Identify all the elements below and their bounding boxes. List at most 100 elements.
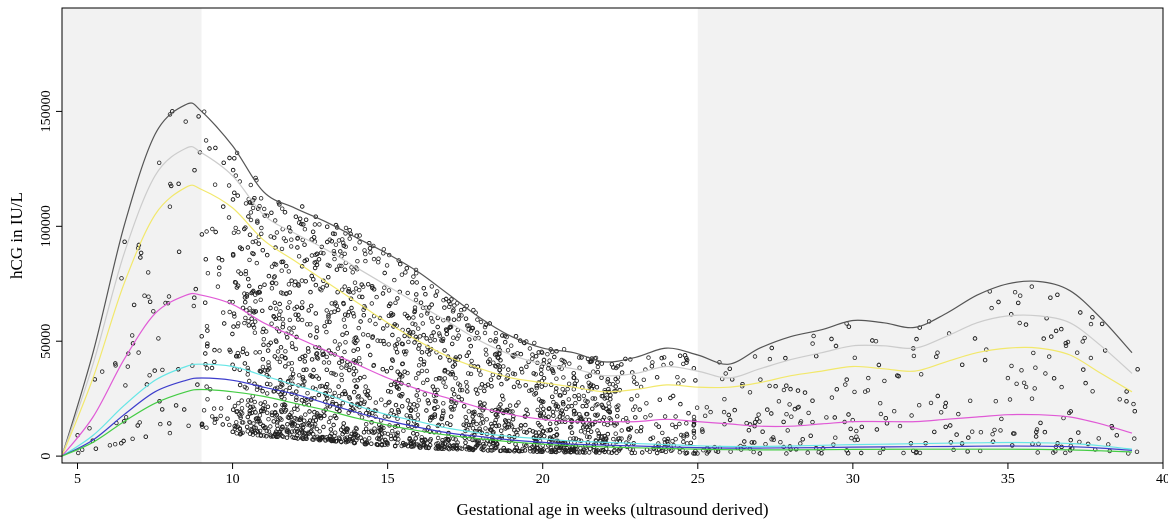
scatter-point bbox=[1135, 367, 1140, 372]
scatter-point bbox=[468, 371, 474, 377]
scatter-point bbox=[756, 412, 761, 417]
scatter-point bbox=[376, 260, 381, 265]
scatter-point bbox=[1132, 409, 1137, 414]
scatter-point bbox=[993, 399, 998, 404]
scatter-point bbox=[262, 400, 268, 405]
scatter-point bbox=[567, 436, 573, 441]
scatter-point bbox=[293, 214, 299, 219]
scatter-point bbox=[769, 345, 774, 351]
scatter-point bbox=[402, 333, 407, 339]
scatter-point bbox=[470, 325, 475, 331]
scatter-point bbox=[606, 450, 612, 455]
scatter-point bbox=[353, 265, 359, 270]
scatter-point bbox=[805, 450, 810, 455]
scatter-point bbox=[217, 348, 222, 353]
scatter-point bbox=[151, 309, 156, 314]
scatter-point bbox=[294, 395, 299, 400]
scatter-point bbox=[693, 378, 698, 383]
scatter-point bbox=[781, 387, 787, 393]
scatter-point bbox=[595, 402, 600, 407]
scatter-point bbox=[577, 415, 582, 420]
scatter-point bbox=[290, 376, 295, 381]
scatter-point bbox=[246, 214, 251, 219]
scatter-point bbox=[518, 423, 524, 428]
scatter-point bbox=[562, 359, 567, 365]
scatter-point bbox=[769, 411, 774, 416]
scatter-point bbox=[341, 300, 346, 306]
scatter-point bbox=[195, 382, 200, 387]
scatter-point bbox=[855, 437, 860, 442]
scatter-point bbox=[802, 390, 808, 395]
scatter-point bbox=[806, 410, 811, 416]
scatter-point bbox=[439, 416, 444, 422]
x-tick-label: 10 bbox=[226, 472, 240, 487]
scatter-point bbox=[250, 239, 255, 245]
scatter-point bbox=[551, 399, 556, 405]
scatter-point bbox=[379, 442, 385, 448]
scatter-point bbox=[202, 300, 208, 305]
scatter-point bbox=[337, 408, 342, 414]
scatter-point bbox=[1033, 365, 1038, 370]
scatter-point bbox=[346, 368, 352, 373]
scatter-point bbox=[539, 399, 544, 404]
scatter-point bbox=[478, 421, 483, 426]
scatter-point bbox=[396, 409, 401, 415]
scatter-point bbox=[546, 406, 551, 412]
scatter-point bbox=[846, 412, 851, 417]
scatter-point bbox=[584, 374, 590, 379]
scatter-point bbox=[333, 439, 338, 444]
scatter-point bbox=[1055, 292, 1060, 297]
scatter-point bbox=[1017, 320, 1022, 326]
scatter-point bbox=[363, 251, 368, 257]
scatter-point bbox=[422, 359, 427, 364]
scatter-point bbox=[332, 231, 338, 237]
scatter-point bbox=[443, 437, 448, 442]
scatter-point bbox=[309, 273, 314, 279]
scatter-point bbox=[432, 412, 438, 417]
scatter-point bbox=[619, 370, 625, 375]
scatter-point bbox=[251, 425, 257, 430]
scatter-point bbox=[236, 229, 241, 235]
scatter-point bbox=[810, 341, 815, 346]
scatter-point bbox=[147, 299, 153, 304]
scatter-point bbox=[402, 311, 408, 317]
scatter-point bbox=[474, 421, 479, 427]
scatter-point bbox=[673, 437, 678, 442]
scatter-point bbox=[352, 280, 358, 285]
scatter-point bbox=[601, 448, 606, 453]
scatter-point bbox=[639, 425, 644, 430]
scatter-point bbox=[819, 451, 824, 456]
scatter-point bbox=[422, 392, 427, 397]
scatter-point bbox=[919, 372, 924, 377]
scatter-point bbox=[199, 334, 204, 339]
scatter-point bbox=[677, 421, 682, 427]
scatter-point bbox=[167, 204, 173, 209]
scatter-point bbox=[339, 439, 344, 445]
scatter-point bbox=[321, 251, 326, 256]
scatter-point bbox=[1029, 396, 1035, 401]
scatter-point bbox=[284, 435, 290, 440]
scatter-point bbox=[279, 394, 284, 400]
x-tick-label: 40 bbox=[1156, 472, 1168, 487]
scatter-point bbox=[846, 324, 852, 329]
scatter-point bbox=[314, 426, 320, 432]
scatter-point bbox=[389, 408, 394, 413]
scatter-point bbox=[245, 245, 251, 250]
scatter-point bbox=[349, 305, 354, 311]
scatter-point bbox=[576, 393, 581, 398]
scatter-point bbox=[560, 400, 566, 405]
x-tick-label: 15 bbox=[381, 472, 395, 487]
scatter-point bbox=[459, 446, 464, 451]
x-axis-label: Gestational age in weeks (ultrasound der… bbox=[456, 500, 768, 519]
scatter-point bbox=[294, 426, 299, 432]
scatter-point bbox=[269, 286, 275, 291]
scatter-point bbox=[512, 428, 517, 433]
scatter-point bbox=[685, 441, 690, 446]
scatter-point bbox=[508, 409, 513, 414]
scatter-point bbox=[302, 379, 307, 384]
scatter-point bbox=[390, 428, 395, 434]
scatter-point bbox=[266, 273, 272, 279]
scatter-point bbox=[364, 422, 369, 427]
scatter-point bbox=[499, 428, 504, 433]
scatter-point bbox=[372, 426, 377, 431]
